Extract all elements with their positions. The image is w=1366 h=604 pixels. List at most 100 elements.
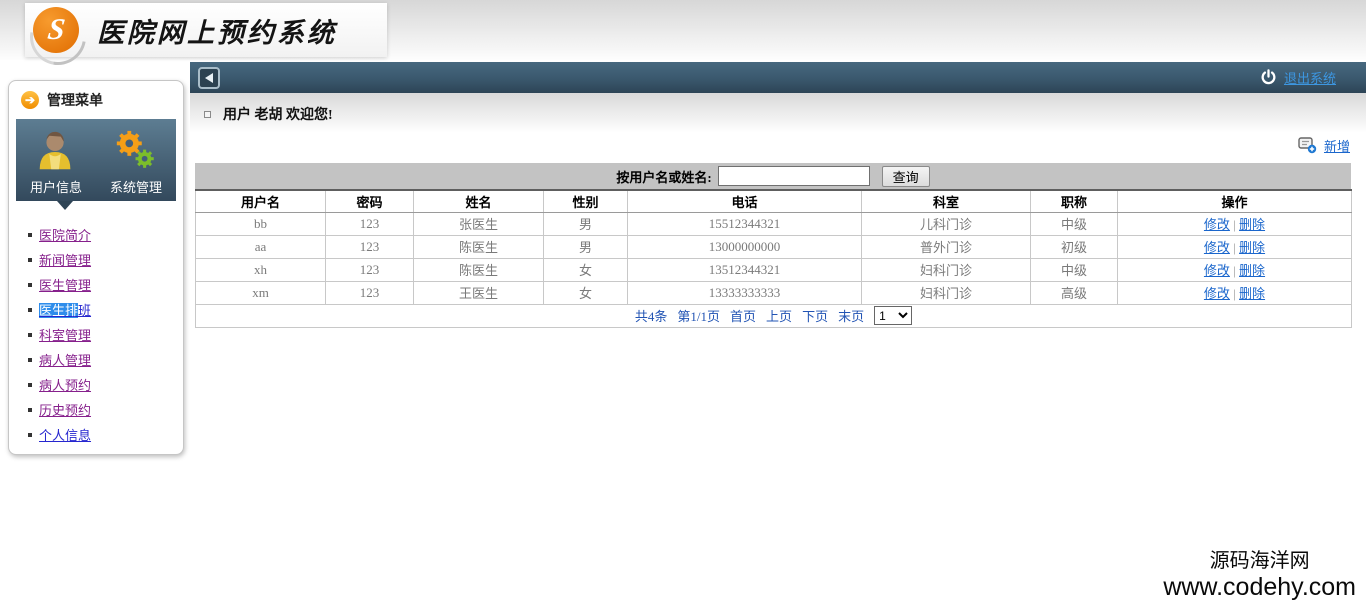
- page-select[interactable]: 1: [874, 306, 913, 325]
- next-page-link[interactable]: 下页: [802, 309, 829, 324]
- sidebar-title: 管理菜单: [47, 92, 103, 108]
- prev-page-link[interactable]: 上页: [766, 309, 793, 324]
- cell-username: aa: [195, 234, 326, 259]
- cell-username: bb: [195, 211, 326, 236]
- square-bullet-icon: [204, 110, 211, 118]
- delete-link[interactable]: 删除: [1239, 240, 1266, 255]
- column-header: 电话: [627, 189, 862, 213]
- edit-link[interactable]: 修改: [1203, 217, 1230, 232]
- cell-username: xh: [195, 257, 326, 282]
- logo-letter: S: [45, 13, 67, 46]
- power-icon[interactable]: [1260, 69, 1277, 86]
- bullet-icon: [28, 382, 32, 387]
- sidebar-item-6[interactable]: 病人管理: [39, 353, 92, 368]
- quick-item-user-info[interactable]: 用户信息: [16, 119, 96, 201]
- app-title: 医院网上预约系统: [97, 17, 337, 48]
- delete-link[interactable]: 删除: [1239, 263, 1266, 278]
- action-separator: |: [1229, 240, 1240, 255]
- panel-pointer-icon: [57, 201, 73, 210]
- action-separator: |: [1229, 263, 1240, 278]
- column-header: 职称: [1030, 189, 1118, 213]
- sidebar-item-4[interactable]: 医生排班: [39, 303, 92, 318]
- sidebar-menu-item: 科室管理: [28, 322, 183, 347]
- first-page-link[interactable]: 首页: [730, 309, 757, 324]
- column-header: 操作: [1117, 189, 1352, 213]
- sidebar-menu: 医院简介新闻管理医生管理医生排班科室管理病人管理病人预约历史预约个人信息: [9, 222, 183, 447]
- cell-username: xm: [195, 280, 326, 305]
- sidebar-item-7[interactable]: 病人预约: [39, 378, 92, 393]
- sidebar-item-9[interactable]: 个人信息: [39, 428, 92, 443]
- collapse-sidebar-button[interactable]: [198, 66, 220, 89]
- delete-link[interactable]: 删除: [1239, 217, 1266, 232]
- table-row: bb 123 张医生男 15512344321 儿科门诊 中级 修改 | 删除: [195, 211, 1352, 236]
- sidebar: ➔ 管理菜单 用户信息: [8, 80, 184, 455]
- top-header: S 医院网上预约系统: [0, 0, 1366, 60]
- cell-actions: 修改 | 删除: [1117, 280, 1352, 305]
- bullet-icon: [28, 307, 32, 312]
- edit-link[interactable]: 修改: [1203, 263, 1230, 278]
- last-page-link[interactable]: 末页: [838, 309, 865, 324]
- add-new-link[interactable]: 新增: [1323, 139, 1350, 154]
- action-separator: |: [1229, 217, 1240, 232]
- sidebar-menu-item: 病人预约: [28, 372, 183, 397]
- edit-link[interactable]: 修改: [1203, 286, 1230, 301]
- cell-password: 123: [325, 234, 414, 259]
- sidebar-item-5[interactable]: 科室管理: [39, 328, 92, 343]
- bullet-icon: [28, 282, 32, 287]
- quick-item-label: 系统管理: [109, 180, 162, 195]
- bullet-icon: [28, 357, 32, 362]
- add-record-icon[interactable]: [1298, 137, 1317, 154]
- bullet-icon: [28, 332, 32, 337]
- cell-phone: 15512344321: [627, 211, 862, 236]
- cell-phone: 13333333333: [627, 280, 862, 305]
- sidebar-menu-item: 医生排班: [28, 297, 183, 322]
- delete-link[interactable]: 删除: [1239, 286, 1266, 301]
- cell-password: 123: [325, 211, 414, 236]
- cell-password: 123: [325, 280, 414, 305]
- sidebar-item-3[interactable]: 医生管理: [39, 278, 92, 293]
- page-indicator: 第1/1页: [677, 309, 721, 324]
- logo-box: S 医院网上预约系统: [25, 3, 387, 57]
- cell-actions: 修改 | 删除: [1117, 234, 1352, 259]
- total-count: 共4条: [634, 309, 668, 324]
- cell-title: 中级: [1030, 257, 1118, 282]
- bullet-icon: [28, 407, 32, 412]
- cell-gender: 男: [543, 234, 628, 259]
- cell-name: 陈医生: [413, 234, 544, 259]
- sidebar-menu-item: 新闻管理: [28, 247, 183, 272]
- cell-title: 初级: [1030, 234, 1118, 259]
- search-bar: 按用户名或姓名: 查询: [195, 163, 1351, 189]
- column-header: 密码: [325, 189, 414, 213]
- sidebar-menu-item: 历史预约: [28, 397, 183, 422]
- cell-password: 123: [325, 257, 414, 282]
- sidebar-menu-item: 个人信息: [28, 422, 183, 447]
- quick-item-system-manage[interactable]: 系统管理: [96, 119, 176, 201]
- edit-link[interactable]: 修改: [1203, 240, 1230, 255]
- column-header: 科室: [861, 189, 1031, 213]
- sidebar-item-8[interactable]: 历史预约: [39, 403, 92, 418]
- sidebar-item-2[interactable]: 新闻管理: [39, 253, 92, 268]
- pagination: 共4条 第1/1页 首页 上页 下页 末页 1: [196, 306, 1351, 325]
- bullet-icon: [28, 232, 32, 237]
- sidebar-item-1[interactable]: 医院简介: [39, 228, 92, 243]
- welcome-row: 用户 老胡 欢迎您!: [190, 93, 1366, 124]
- cell-gender: 女: [543, 257, 628, 282]
- search-input[interactable]: [717, 166, 870, 186]
- quick-item-label: 用户信息: [29, 180, 82, 195]
- search-button[interactable]: 查询: [881, 165, 930, 187]
- arrow-circle-icon: ➔: [21, 91, 39, 109]
- cell-department: 妇科门诊: [861, 280, 1031, 305]
- gears-icon: [116, 130, 154, 168]
- topbar: 退出系统: [190, 62, 1366, 93]
- cell-department: 普外门诊: [861, 234, 1031, 259]
- cell-name: 张医生: [413, 211, 544, 236]
- cell-actions: 修改 | 删除: [1117, 211, 1352, 236]
- action-separator: |: [1229, 286, 1240, 301]
- quick-panel: 用户信息: [16, 119, 176, 201]
- logout-link[interactable]: 退出系统: [1283, 71, 1336, 86]
- bullet-icon: [28, 432, 32, 437]
- watermark-line2: www.codehy.com: [1163, 573, 1356, 601]
- cell-phone: 13000000000: [627, 234, 862, 259]
- pagination-row: 共4条 第1/1页 首页 上页 下页 末页 1: [195, 303, 1352, 328]
